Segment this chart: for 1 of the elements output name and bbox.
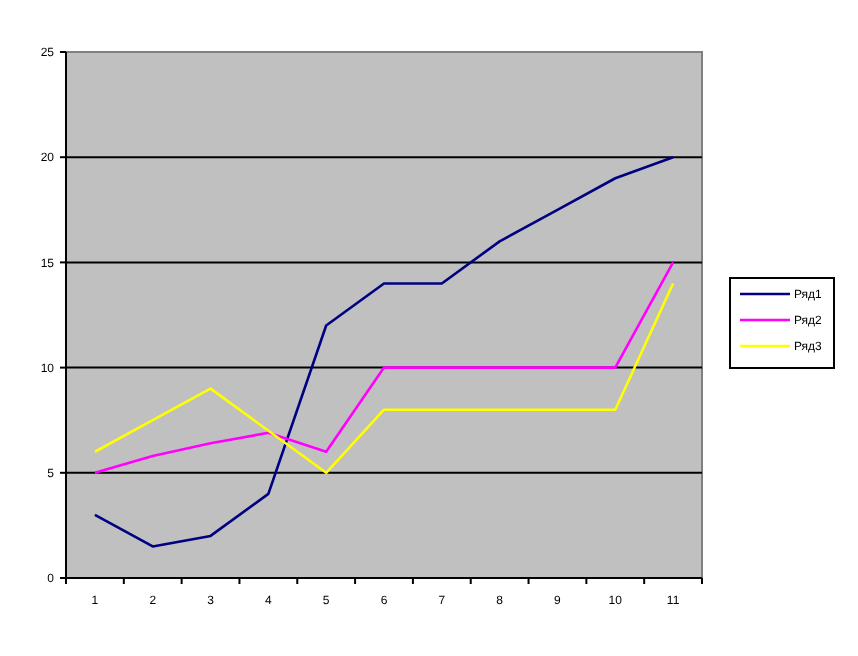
line-series bbox=[93, 155, 675, 548]
